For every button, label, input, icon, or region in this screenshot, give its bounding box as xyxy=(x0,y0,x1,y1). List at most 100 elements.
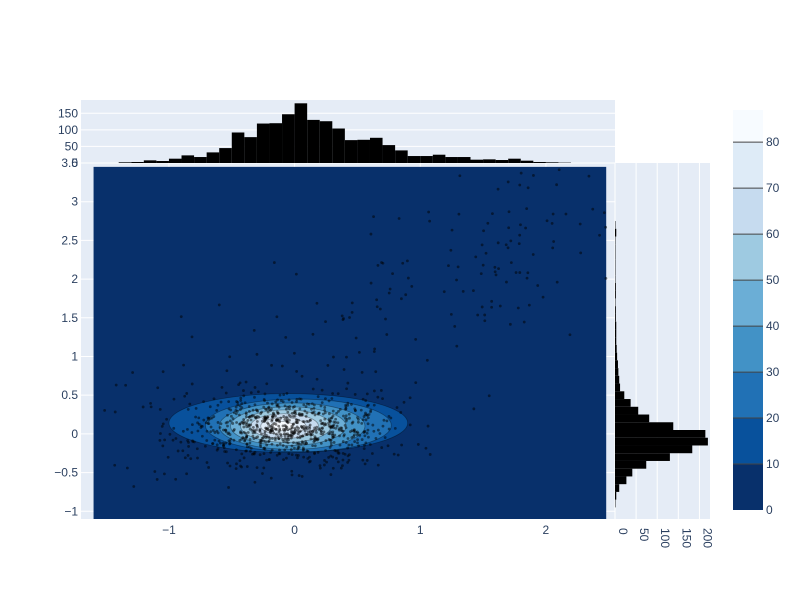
scatter-point xyxy=(195,447,199,451)
scatter-point xyxy=(268,424,272,428)
scatter-point xyxy=(481,263,485,267)
scatter-point xyxy=(276,403,280,407)
scatter-point xyxy=(381,261,385,265)
top-histogram-bar xyxy=(533,162,546,163)
scatter-point xyxy=(509,261,513,265)
scatter-point xyxy=(267,405,271,409)
scatter-point xyxy=(230,414,233,418)
right-histogram-bar xyxy=(615,352,618,361)
scatter-point xyxy=(298,397,301,401)
scatter-point xyxy=(171,438,175,442)
scatter-point xyxy=(265,458,269,462)
scatter-point xyxy=(212,397,216,401)
scatter-point xyxy=(197,416,201,420)
scatter-point xyxy=(206,422,210,425)
scatter-point xyxy=(196,456,199,460)
scatter-point xyxy=(196,421,200,425)
scatter-point xyxy=(278,442,282,446)
contour-level-0 xyxy=(93,166,607,519)
scatter-point xyxy=(158,438,162,442)
scatter-point xyxy=(442,290,446,294)
scatter-point xyxy=(365,392,369,396)
scatter-point xyxy=(239,464,242,468)
scatter-point xyxy=(253,450,257,454)
scatter-point xyxy=(381,397,384,401)
colorbar-segment xyxy=(733,418,763,465)
right-histogram-bar xyxy=(615,437,708,446)
y-tick-label: 0 xyxy=(71,427,78,441)
scatter-point xyxy=(286,428,290,432)
scatter-point xyxy=(235,421,238,424)
scatter-point xyxy=(408,396,412,400)
scatter-points xyxy=(103,168,608,489)
scatter-point xyxy=(190,423,194,427)
scatter-point xyxy=(404,293,408,297)
colorbar-segment xyxy=(733,188,763,235)
scatter-point xyxy=(243,439,247,443)
scatter-point xyxy=(350,403,353,406)
scatter-point xyxy=(286,421,290,425)
scatter-point xyxy=(249,449,252,453)
scatter-point xyxy=(306,432,309,436)
scatter-point xyxy=(472,289,475,292)
right-histogram-bar xyxy=(615,368,619,376)
scatter-point xyxy=(186,408,190,411)
scatter-point xyxy=(264,436,267,439)
scatter-point xyxy=(362,415,366,418)
scatter-point xyxy=(149,405,153,409)
scatter-point xyxy=(267,440,270,444)
scatter-point xyxy=(281,424,285,428)
scatter-point xyxy=(179,440,183,444)
scatter-point xyxy=(476,313,480,317)
scatter-point xyxy=(185,392,189,395)
scatter-point xyxy=(282,428,285,431)
scatter-point xyxy=(516,306,520,310)
scatter-point xyxy=(356,420,360,424)
scatter-point xyxy=(274,422,278,426)
scatter-point xyxy=(519,171,523,175)
scatter-point xyxy=(346,403,350,407)
scatter-point xyxy=(344,414,348,418)
scatter-point xyxy=(479,272,483,276)
scatter-point xyxy=(327,419,331,422)
scatter-point xyxy=(392,452,396,456)
scatter-point xyxy=(296,456,299,460)
scatter-point xyxy=(311,332,315,336)
scatter-point xyxy=(252,329,256,332)
scatter-point xyxy=(234,448,238,452)
scatter-point xyxy=(283,404,287,408)
scatter-point xyxy=(316,395,320,398)
scatter-point xyxy=(242,425,246,429)
scatter-point xyxy=(253,480,257,484)
top-histogram-tick-label: 150 xyxy=(58,106,78,120)
scatter-point xyxy=(242,456,246,460)
scatter-point xyxy=(344,441,348,444)
scatter-point xyxy=(341,429,345,433)
scatter-point xyxy=(295,400,298,404)
scatter-point xyxy=(313,452,316,456)
colorbar-tick-label: 70 xyxy=(766,181,780,195)
scatter-point xyxy=(376,263,380,267)
top-histogram-bar xyxy=(457,157,471,163)
scatter-point xyxy=(299,425,303,428)
scatter-point xyxy=(219,422,223,426)
scatter-point xyxy=(380,446,384,449)
scatter-point xyxy=(310,402,314,406)
scatter-point xyxy=(262,447,266,450)
scatter-point xyxy=(598,233,601,237)
scatter-point xyxy=(234,467,238,470)
y-tick-label: 1 xyxy=(71,349,78,363)
scatter-point xyxy=(155,478,159,481)
scatter-point xyxy=(331,430,335,434)
scatter-point xyxy=(356,438,359,442)
scatter-point xyxy=(334,426,338,430)
scatter-point xyxy=(376,428,380,432)
scatter-point xyxy=(400,297,403,301)
scatter-point xyxy=(295,397,299,401)
scatter-point xyxy=(318,464,322,468)
scatter-point xyxy=(282,393,286,396)
top-histogram-bar xyxy=(294,103,308,163)
scatter-point xyxy=(202,400,205,404)
scatter-point xyxy=(356,416,359,419)
scatter-point xyxy=(295,421,299,425)
